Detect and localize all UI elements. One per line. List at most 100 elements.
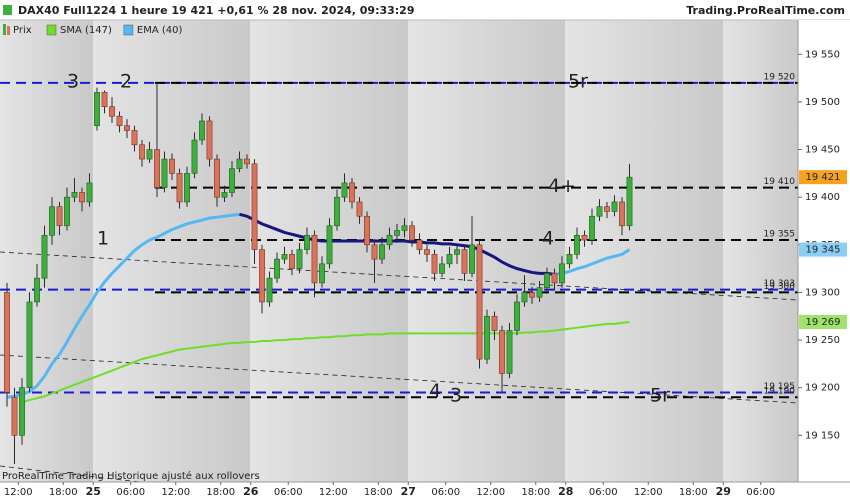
legend-label: SMA (147) — [60, 25, 112, 36]
level-annotation: 1 — [97, 228, 109, 250]
candle-body — [589, 215, 595, 241]
candle-body — [281, 254, 288, 260]
level-annotation: 4 — [429, 380, 441, 402]
candle-body — [484, 315, 490, 360]
candle-body — [394, 230, 400, 236]
legend: Prix SMA (147) EMA (40) — [3, 24, 182, 36]
trend-line — [0, 251, 799, 301]
candle-body — [86, 182, 93, 203]
candle-body — [431, 254, 438, 274]
candle-body — [529, 292, 535, 298]
candle-body — [499, 330, 505, 374]
candle-body — [131, 130, 138, 146]
close-tag — [799, 170, 847, 185]
x-tick-label: 06:00 — [589, 487, 618, 498]
trend-line — [0, 465, 141, 483]
legend-swatch — [123, 24, 134, 36]
x-tick-label: 12:00 — [476, 487, 505, 498]
x-tick-label: 27 — [401, 485, 416, 498]
candle-body — [566, 254, 573, 265]
candle-body — [371, 244, 378, 260]
candle-body — [596, 206, 603, 217]
level-annotation: 3 — [67, 70, 79, 92]
x-tick-label: 06:00 — [116, 487, 145, 498]
legend-label: Prix — [13, 25, 32, 36]
candle-body — [109, 106, 115, 117]
candle-body — [356, 201, 363, 217]
candle-body — [326, 225, 333, 265]
candle-body — [544, 273, 550, 288]
candle-body — [611, 201, 618, 212]
x-tick-label: 18:00 — [49, 487, 78, 498]
candle-body — [439, 263, 445, 274]
y-tick-label: 19 300 — [805, 287, 840, 298]
candle-body — [476, 244, 483, 360]
x-tick-label: 26 — [243, 485, 259, 498]
candle-body — [319, 263, 325, 284]
candle-body — [154, 149, 160, 188]
candle-body — [551, 273, 558, 284]
x-tick-label: 12:00 — [634, 487, 663, 498]
candle-body — [574, 234, 580, 255]
y-tick-label: 19 450 — [805, 145, 840, 156]
candle-body — [334, 196, 340, 227]
candle-body — [11, 396, 18, 436]
candle-body — [311, 234, 318, 284]
x-tick-label: 06:00 — [746, 487, 775, 498]
candle-body — [266, 277, 273, 303]
x-tick-label: 12:00 — [4, 487, 33, 498]
candle-body — [626, 176, 633, 227]
y-tick-label: 19 400 — [805, 192, 840, 203]
candle-body — [169, 158, 175, 174]
legend-swatch — [7, 26, 10, 35]
header-bar — [0, 0, 850, 20]
level-label: 19 303 — [764, 279, 796, 289]
legend-swatch — [3, 24, 6, 35]
day-band — [565, 20, 723, 482]
candle-body — [184, 173, 190, 203]
legend-swatch — [46, 24, 57, 36]
candle-body — [56, 206, 63, 227]
x-tick-label: 18:00 — [679, 487, 708, 498]
level-annotation: 5r — [568, 70, 588, 92]
y-tick-label: 19 250 — [805, 335, 840, 346]
candle-body — [274, 258, 280, 279]
candle-body — [296, 249, 303, 269]
candle-body — [289, 254, 295, 269]
candle-body — [521, 292, 528, 303]
ema-line — [6, 212, 240, 399]
candle-body — [409, 225, 415, 241]
candle-body — [4, 292, 10, 393]
level-annotation: 4+ — [548, 175, 576, 197]
x-tick-label: 06:00 — [274, 487, 303, 498]
level-annotation: 2 — [120, 70, 132, 92]
candle-body — [559, 263, 565, 284]
sma-line — [21, 320, 630, 403]
x-tick-label: 28 — [558, 485, 573, 498]
trend-lines — [0, 251, 799, 483]
y-tick-label: 19 550 — [805, 49, 840, 60]
level-label: 19 300 — [764, 282, 796, 292]
candle-body — [139, 144, 145, 160]
candle-body — [536, 287, 543, 298]
x-axis-panel — [0, 482, 850, 500]
candle-body — [446, 254, 453, 265]
legend-label: EMA (40) — [137, 25, 183, 36]
y-tick-label: 19 500 — [805, 97, 840, 108]
candle-body — [581, 234, 588, 241]
candle-body — [416, 239, 423, 250]
candle-body — [221, 192, 228, 198]
candle-body — [469, 244, 475, 274]
ema-line — [554, 248, 631, 276]
footer: ProRealTime Trading Historique ajusté au… — [2, 470, 260, 482]
level-label: 19 190 — [764, 387, 796, 397]
level-label: 19 520 — [764, 72, 796, 82]
candle-body — [619, 201, 625, 227]
candle-body — [214, 158, 220, 198]
candle-body — [341, 182, 348, 198]
candle-body — [34, 277, 40, 303]
day-band — [723, 20, 798, 482]
candle-body — [304, 234, 310, 250]
candle-body — [124, 125, 130, 131]
y-tick-label: 19 200 — [805, 383, 840, 394]
